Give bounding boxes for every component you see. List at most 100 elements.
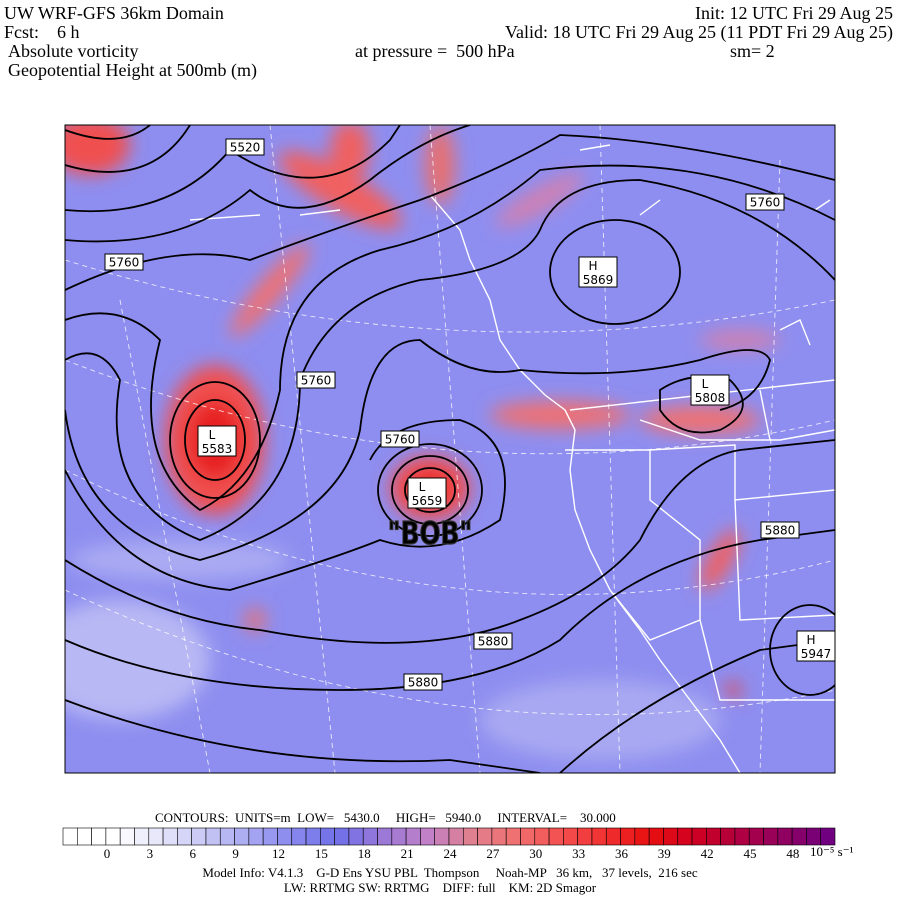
colorbar-cell	[677, 827, 693, 846]
colorbar-tick-label: 0	[104, 846, 111, 861]
colorbar-cell	[348, 827, 364, 846]
field-name: Absolute vorticity	[8, 41, 138, 61]
map-labels: 55205760576057605760588058805880H5869L58…	[104, 138, 835, 691]
colorbar-cell	[320, 827, 335, 846]
contour-label-box	[473, 632, 513, 650]
colorbar-tick-label: 3	[147, 846, 154, 861]
colorbar-cell	[791, 827, 807, 846]
center-value: 5947	[801, 647, 832, 661]
contour-label: 5760	[750, 196, 781, 210]
colorbar-cell	[420, 827, 436, 846]
center-value: 5659	[412, 494, 443, 508]
colorbar-cell	[148, 827, 164, 846]
colorbar-cell	[534, 827, 550, 846]
colorbar-cell	[334, 827, 350, 846]
center-box	[578, 256, 618, 288]
title: UW WRF-GFS 36km Domain	[4, 3, 224, 23]
colorbar-cell	[448, 827, 464, 846]
colorbar-cell	[591, 827, 607, 846]
colorbar-tick-label: 39	[658, 846, 671, 861]
colorbar-tick-label: 15	[315, 846, 328, 861]
colorbar-cell	[734, 827, 750, 846]
colorbar-cell	[205, 827, 221, 846]
colorbar-cell	[162, 827, 178, 846]
colorbar-tick-label: 21	[401, 846, 414, 861]
colorbar-cell	[405, 827, 421, 846]
contour-label-box	[380, 430, 420, 448]
colorbar-tick-label: 42	[701, 846, 714, 861]
center-box	[796, 630, 835, 662]
colorbar-tick-label: 6	[189, 846, 196, 861]
contour-label-box	[403, 673, 443, 691]
colorbar-cell	[262, 827, 278, 846]
colorbar-cell	[763, 827, 779, 846]
colorbar-cell	[563, 827, 578, 846]
annotation: "BOB"	[388, 515, 473, 551]
colorbar-cell	[291, 827, 307, 846]
contour-label: 5880	[478, 635, 509, 649]
colorbar-cell	[620, 827, 636, 846]
colorbar-cell	[648, 827, 664, 846]
center-value: 5583	[202, 442, 233, 456]
colorbar-cell	[234, 827, 250, 846]
colorbar-tick-label: 30	[529, 846, 542, 861]
colorbar-cell	[491, 827, 507, 846]
contour-label-box	[296, 371, 336, 389]
pressure-level: at pressure = 500 hPa	[355, 41, 515, 61]
colorbar-cell	[76, 827, 92, 846]
colorbar-cell	[119, 827, 135, 846]
smoothing: sm= 2	[730, 41, 775, 61]
center-value: 5869	[583, 273, 614, 287]
center-box	[407, 477, 447, 509]
contour-field: Geopotential Height at 500mb (m)	[8, 60, 257, 81]
contour-label: 5520	[230, 141, 261, 155]
colorbar-cell	[305, 827, 321, 846]
colorbar-cell	[691, 827, 707, 846]
model-info-2: LW: RRTMG SW: RRTMG DIFF: full KM: 2D Sm…	[284, 880, 597, 895]
contour-label-box	[225, 138, 265, 156]
contour-label-box	[745, 193, 785, 211]
colorbar-cell	[520, 827, 536, 846]
colorbar-cell	[634, 827, 650, 846]
colorbar-cell	[663, 827, 679, 846]
colorbar-cell	[62, 827, 78, 846]
contour-label: 5760	[385, 433, 416, 447]
colorbar-cell	[362, 827, 378, 846]
colorbar-tick-label: 27	[486, 846, 500, 861]
colorbar-cell	[505, 827, 521, 846]
colorbar-cell	[548, 827, 564, 846]
center-type: L	[209, 428, 216, 442]
colorbar-cell	[748, 827, 764, 846]
colorbar-cell	[706, 827, 721, 846]
colorbar-cell	[605, 827, 621, 846]
colorbar-tick-label: 33	[572, 846, 585, 861]
colorbar-cell	[277, 827, 293, 846]
colorbar-cell	[391, 827, 407, 846]
colorbar-cell	[477, 827, 493, 846]
colorbar-cell	[377, 827, 393, 846]
colorbar-cell	[462, 827, 478, 846]
init-time: Init: 12 UTC Fri 29 Aug 25	[695, 3, 893, 23]
center-box	[690, 374, 730, 406]
contour-label: 5880	[408, 676, 439, 690]
colorbar-tick-label: 12	[272, 846, 285, 861]
contour-info: CONTOURS: UNITS=m LOW= 5430.0 HIGH= 5940…	[155, 810, 616, 825]
coastlines-borders	[189, 144, 835, 773]
forecast-hour: Fcst: 6 h	[4, 22, 80, 42]
colorbar-cell	[434, 827, 450, 846]
model-info: Model Info: V4.1.3 G-D Ens YSU PBL Thomp…	[202, 865, 698, 880]
center-box	[197, 425, 237, 457]
colorbar-cell	[777, 827, 793, 846]
contour-label: 5880	[765, 524, 796, 538]
colorbar-tick-label: 48	[786, 846, 799, 861]
valid-time: Valid: 18 UTC Fri 29 Aug 25 (11 PDT Fri …	[505, 22, 893, 43]
colorbar-tick-label: 45	[744, 846, 757, 861]
colorbar-cell	[105, 827, 121, 846]
colorbar-cell	[91, 827, 107, 846]
colorbar-tick-label: 24	[443, 846, 457, 861]
colorbar-cell	[720, 827, 736, 846]
colorbar-tick-label: 9	[232, 846, 239, 861]
colorbar-tick-label: 18	[358, 846, 371, 861]
center-type: H	[806, 633, 815, 647]
